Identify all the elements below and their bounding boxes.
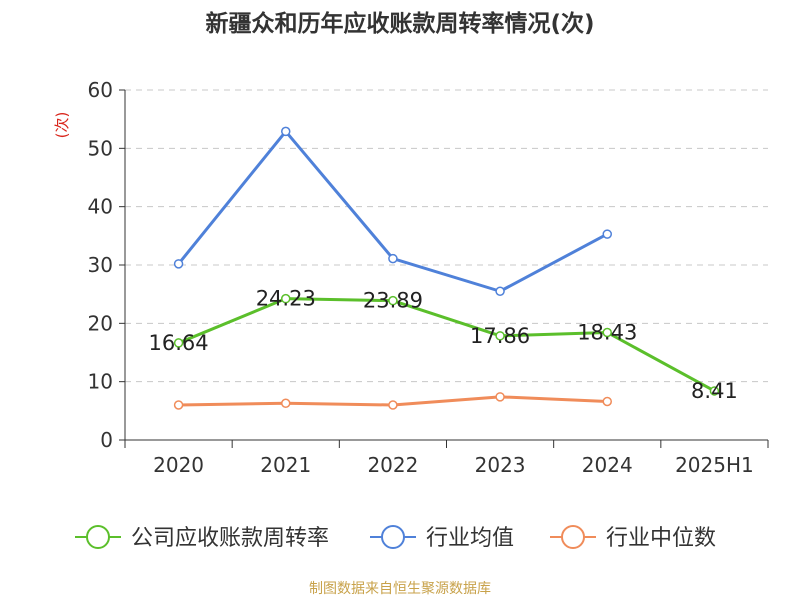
y-axis-label: (次) bbox=[53, 112, 71, 139]
data-labels: 16.64 24.23 23.89 17.86 18.43 8.41 bbox=[149, 287, 738, 403]
series-point bbox=[173, 259, 184, 269]
y-tick-label: 60 bbox=[88, 78, 113, 102]
legend-marker bbox=[381, 525, 405, 549]
series-point bbox=[709, 386, 720, 396]
y-tick-label: 50 bbox=[88, 136, 113, 160]
series-point bbox=[388, 253, 398, 264]
data-label: 24.23 bbox=[256, 287, 316, 311]
series-point bbox=[281, 126, 291, 137]
data-label: 16.64 bbox=[149, 331, 209, 355]
data-label: 8.41 bbox=[691, 379, 738, 403]
series-point bbox=[602, 229, 612, 239]
series-point bbox=[281, 293, 291, 304]
series-point bbox=[495, 331, 505, 341]
series-point bbox=[602, 327, 612, 338]
legend-label: 行业中位数 bbox=[606, 526, 716, 551]
legend[interactable]: 公司应收账款周转率 行业均值 行业中位数 bbox=[75, 525, 716, 551]
series-line bbox=[177, 129, 608, 293]
x-tick-label: 2022 bbox=[367, 453, 418, 477]
x-tick-label: 2023 bbox=[475, 453, 526, 477]
y-tick-label: 40 bbox=[88, 195, 113, 219]
x-tick-label: 2020 bbox=[153, 453, 204, 477]
legend-label: 公司应收账款周转率 bbox=[131, 526, 329, 551]
y-tick-label: 30 bbox=[88, 253, 113, 277]
legend-item[interactable]: 行业均值 bbox=[370, 525, 514, 551]
legend-label: 行业均值 bbox=[426, 526, 514, 551]
data-label: 23.89 bbox=[363, 289, 423, 313]
x-tick-label: 2021 bbox=[260, 453, 311, 477]
series-point bbox=[388, 295, 398, 306]
series-point bbox=[495, 286, 505, 296]
grid-lines bbox=[125, 89, 768, 383]
x-tick-label: 2024 bbox=[582, 453, 633, 477]
data-label: 17.86 bbox=[470, 324, 530, 348]
series-lines bbox=[173, 126, 720, 410]
legend-item[interactable]: 公司应收账款周转率 bbox=[75, 525, 329, 551]
x-tick-label: 2025H1 bbox=[675, 453, 754, 477]
y-tick-label: 0 bbox=[100, 428, 113, 452]
series-point bbox=[281, 398, 291, 408]
series-point bbox=[173, 338, 184, 348]
y-tick-label: 10 bbox=[88, 370, 113, 394]
y-tick-label: 20 bbox=[88, 311, 113, 335]
series-point bbox=[173, 400, 184, 410]
chart-title: 新疆众和历年应收账款周转率情况(次) bbox=[205, 11, 595, 37]
axes: 0 10 20 30 40 50 60 (次) 2020 2021 2022 2023 2024 2025… bbox=[53, 78, 769, 477]
series-point bbox=[602, 396, 612, 407]
source-note: 制图数据来自恒生聚源数据库 bbox=[309, 581, 491, 597]
data-label: 18.43 bbox=[577, 320, 637, 344]
legend-marker bbox=[561, 525, 585, 549]
series-point bbox=[495, 392, 505, 402]
series-line bbox=[178, 297, 716, 393]
legend-item[interactable]: 行业中位数 bbox=[550, 525, 716, 551]
series-point bbox=[388, 400, 398, 410]
legend-marker bbox=[86, 525, 110, 549]
